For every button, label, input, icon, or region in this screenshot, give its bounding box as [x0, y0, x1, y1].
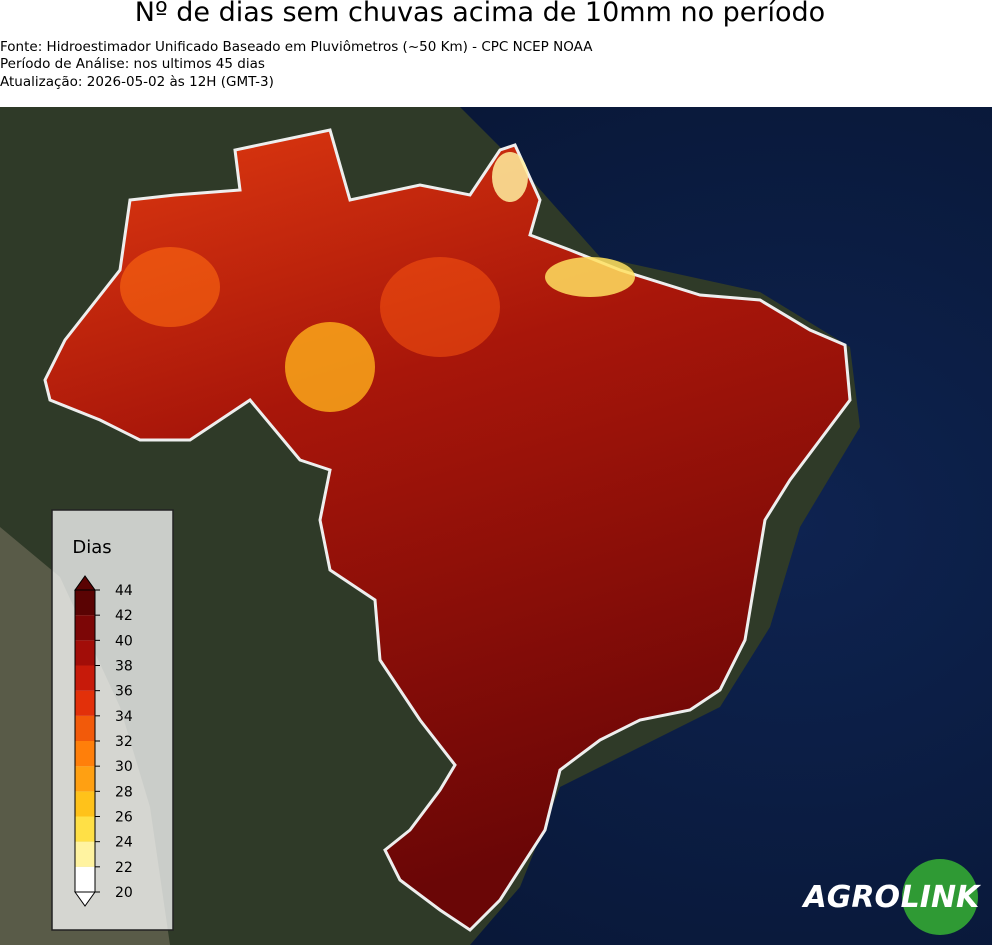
logo-left: AGRO	[802, 880, 900, 915]
tick-label: 40	[115, 633, 133, 649]
tick-label: 32	[115, 734, 133, 750]
legend: Dias 20 22 24 26 28 30 32 34 36 38 40 42 44	[51, 509, 174, 931]
tick-label: 22	[115, 860, 133, 876]
color-bin	[75, 791, 95, 817]
title: Nº de dias sem chuvas acima de 10mm no p…	[134, 0, 826, 28]
tick-label: 24	[115, 835, 133, 851]
brazil	[43, 128, 852, 932]
dry-zone	[492, 152, 528, 202]
color-bin	[75, 866, 95, 892]
tick-label: 30	[115, 759, 133, 775]
dry-zone	[120, 247, 220, 327]
dry-zone	[285, 322, 375, 412]
color-bin	[75, 766, 95, 792]
tick-label: 36	[115, 684, 133, 700]
legend-title: Dias	[72, 537, 111, 558]
dry-zone	[380, 257, 500, 357]
color-bin	[75, 590, 95, 616]
color-bin	[75, 615, 95, 641]
logo-circle	[902, 859, 978, 935]
tick-label: 38	[115, 659, 133, 675]
tick-label: 44	[115, 583, 133, 599]
tick-label: 20	[115, 885, 133, 901]
legend-box	[51, 509, 174, 931]
source-line: Fonte: Hidroestimador Unificado Baseado …	[0, 39, 593, 55]
tick-label: 28	[115, 784, 133, 800]
color-bin	[75, 741, 95, 767]
tick-label: 42	[115, 608, 133, 624]
period-line: Período de Análise: nos ultimos 45 dias	[0, 56, 265, 72]
logo: AGRO LINK	[802, 859, 982, 935]
color-bin	[75, 640, 95, 666]
color-bin	[75, 715, 95, 741]
dry-zone	[545, 257, 635, 297]
logo-right: LINK	[901, 880, 982, 915]
color-bin	[75, 841, 95, 867]
tick-label: 26	[115, 810, 133, 826]
color-bin	[75, 665, 95, 691]
map: Dias 20 22 24 26 28 30 32 34 36 38 40 42 44 AGRO LIN…	[0, 107, 992, 945]
update-line: Atualização: 2026-05-02 às 12H (GMT-3)	[0, 74, 274, 90]
color-bin	[75, 690, 95, 716]
color-bin	[75, 816, 95, 842]
tick-label: 34	[115, 709, 133, 725]
